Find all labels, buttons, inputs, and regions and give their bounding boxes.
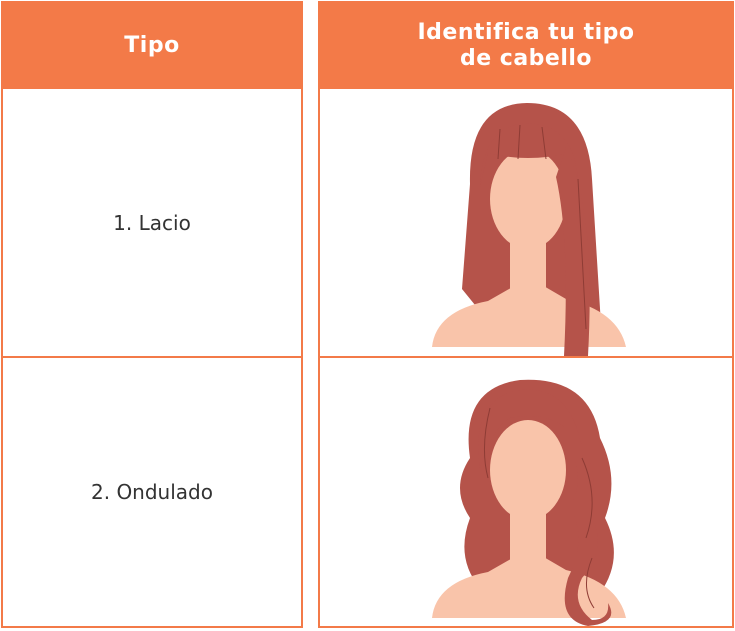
image-cell [320, 358, 732, 626]
cell-text: 1. Lacio [113, 210, 191, 235]
wavy-hair-illustration [432, 379, 626, 626]
type-column: Tipo 1. Lacio 2. Ondulado [1, 1, 303, 628]
table-cell: 2. Ondulado [3, 358, 301, 626]
header-text: Identifica tu tipo de cabello [417, 20, 635, 71]
cell-text: 2. Ondulado [91, 480, 213, 504]
header-text: Tipo [124, 33, 180, 58]
table-cell: 1. Lacio [3, 89, 301, 358]
straight-hair-illustration [432, 103, 626, 356]
header-cell: Identifica tu tipo de cabello [320, 3, 732, 89]
image-column: Identifica tu tipo de cabello [318, 1, 734, 628]
header-cell: Tipo [3, 3, 301, 89]
image-cell [320, 89, 732, 358]
